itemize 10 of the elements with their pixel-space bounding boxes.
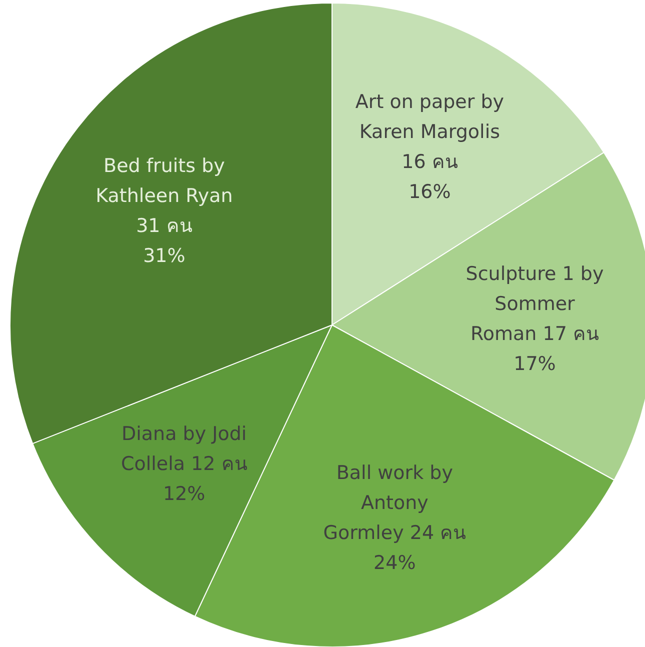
data-label: 16% <box>408 180 452 206</box>
data-label: 24% <box>372 550 417 576</box>
data-label: 17% <box>512 352 557 377</box>
slice-label: Sculpture 1 by Sommer Roman 17 คน <box>464 262 605 347</box>
slice-label: Ball work by Antony Gormley 24 คน <box>322 460 468 546</box>
slice-label: Bed fruits by Kathleen Ryan 31 คน <box>94 154 234 239</box>
data-label: 12% <box>162 482 206 507</box>
slice-label: Art on paper by Karen Margolis 16 คน <box>354 90 505 176</box>
slice-label: Diana by Jodi Collela 12 คน <box>120 422 248 477</box>
data-label: 31% <box>142 244 186 269</box>
